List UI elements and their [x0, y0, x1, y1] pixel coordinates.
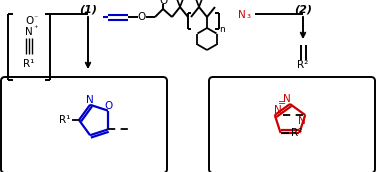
Text: (2): (2) — [294, 5, 312, 15]
Text: R¹: R¹ — [23, 59, 35, 69]
Text: O: O — [159, 0, 167, 6]
Text: O: O — [25, 16, 33, 26]
Text: R¹: R¹ — [59, 115, 71, 125]
FancyBboxPatch shape — [1, 77, 167, 172]
Text: ⁺: ⁺ — [34, 24, 38, 34]
Text: R²: R² — [297, 60, 308, 70]
Text: R²: R² — [291, 128, 302, 138]
Text: N: N — [274, 105, 282, 115]
Text: =: = — [278, 99, 287, 109]
Text: N: N — [25, 27, 33, 37]
Text: O: O — [138, 12, 146, 22]
Text: ₃: ₃ — [246, 10, 250, 20]
Text: n: n — [219, 24, 225, 34]
Text: O: O — [105, 101, 113, 111]
Text: N: N — [86, 95, 94, 105]
Text: N: N — [298, 116, 306, 126]
FancyBboxPatch shape — [209, 77, 375, 172]
Text: (1): (1) — [79, 5, 97, 15]
Text: ⁻: ⁻ — [34, 13, 38, 23]
Text: N: N — [283, 94, 291, 104]
Text: N: N — [238, 10, 246, 20]
